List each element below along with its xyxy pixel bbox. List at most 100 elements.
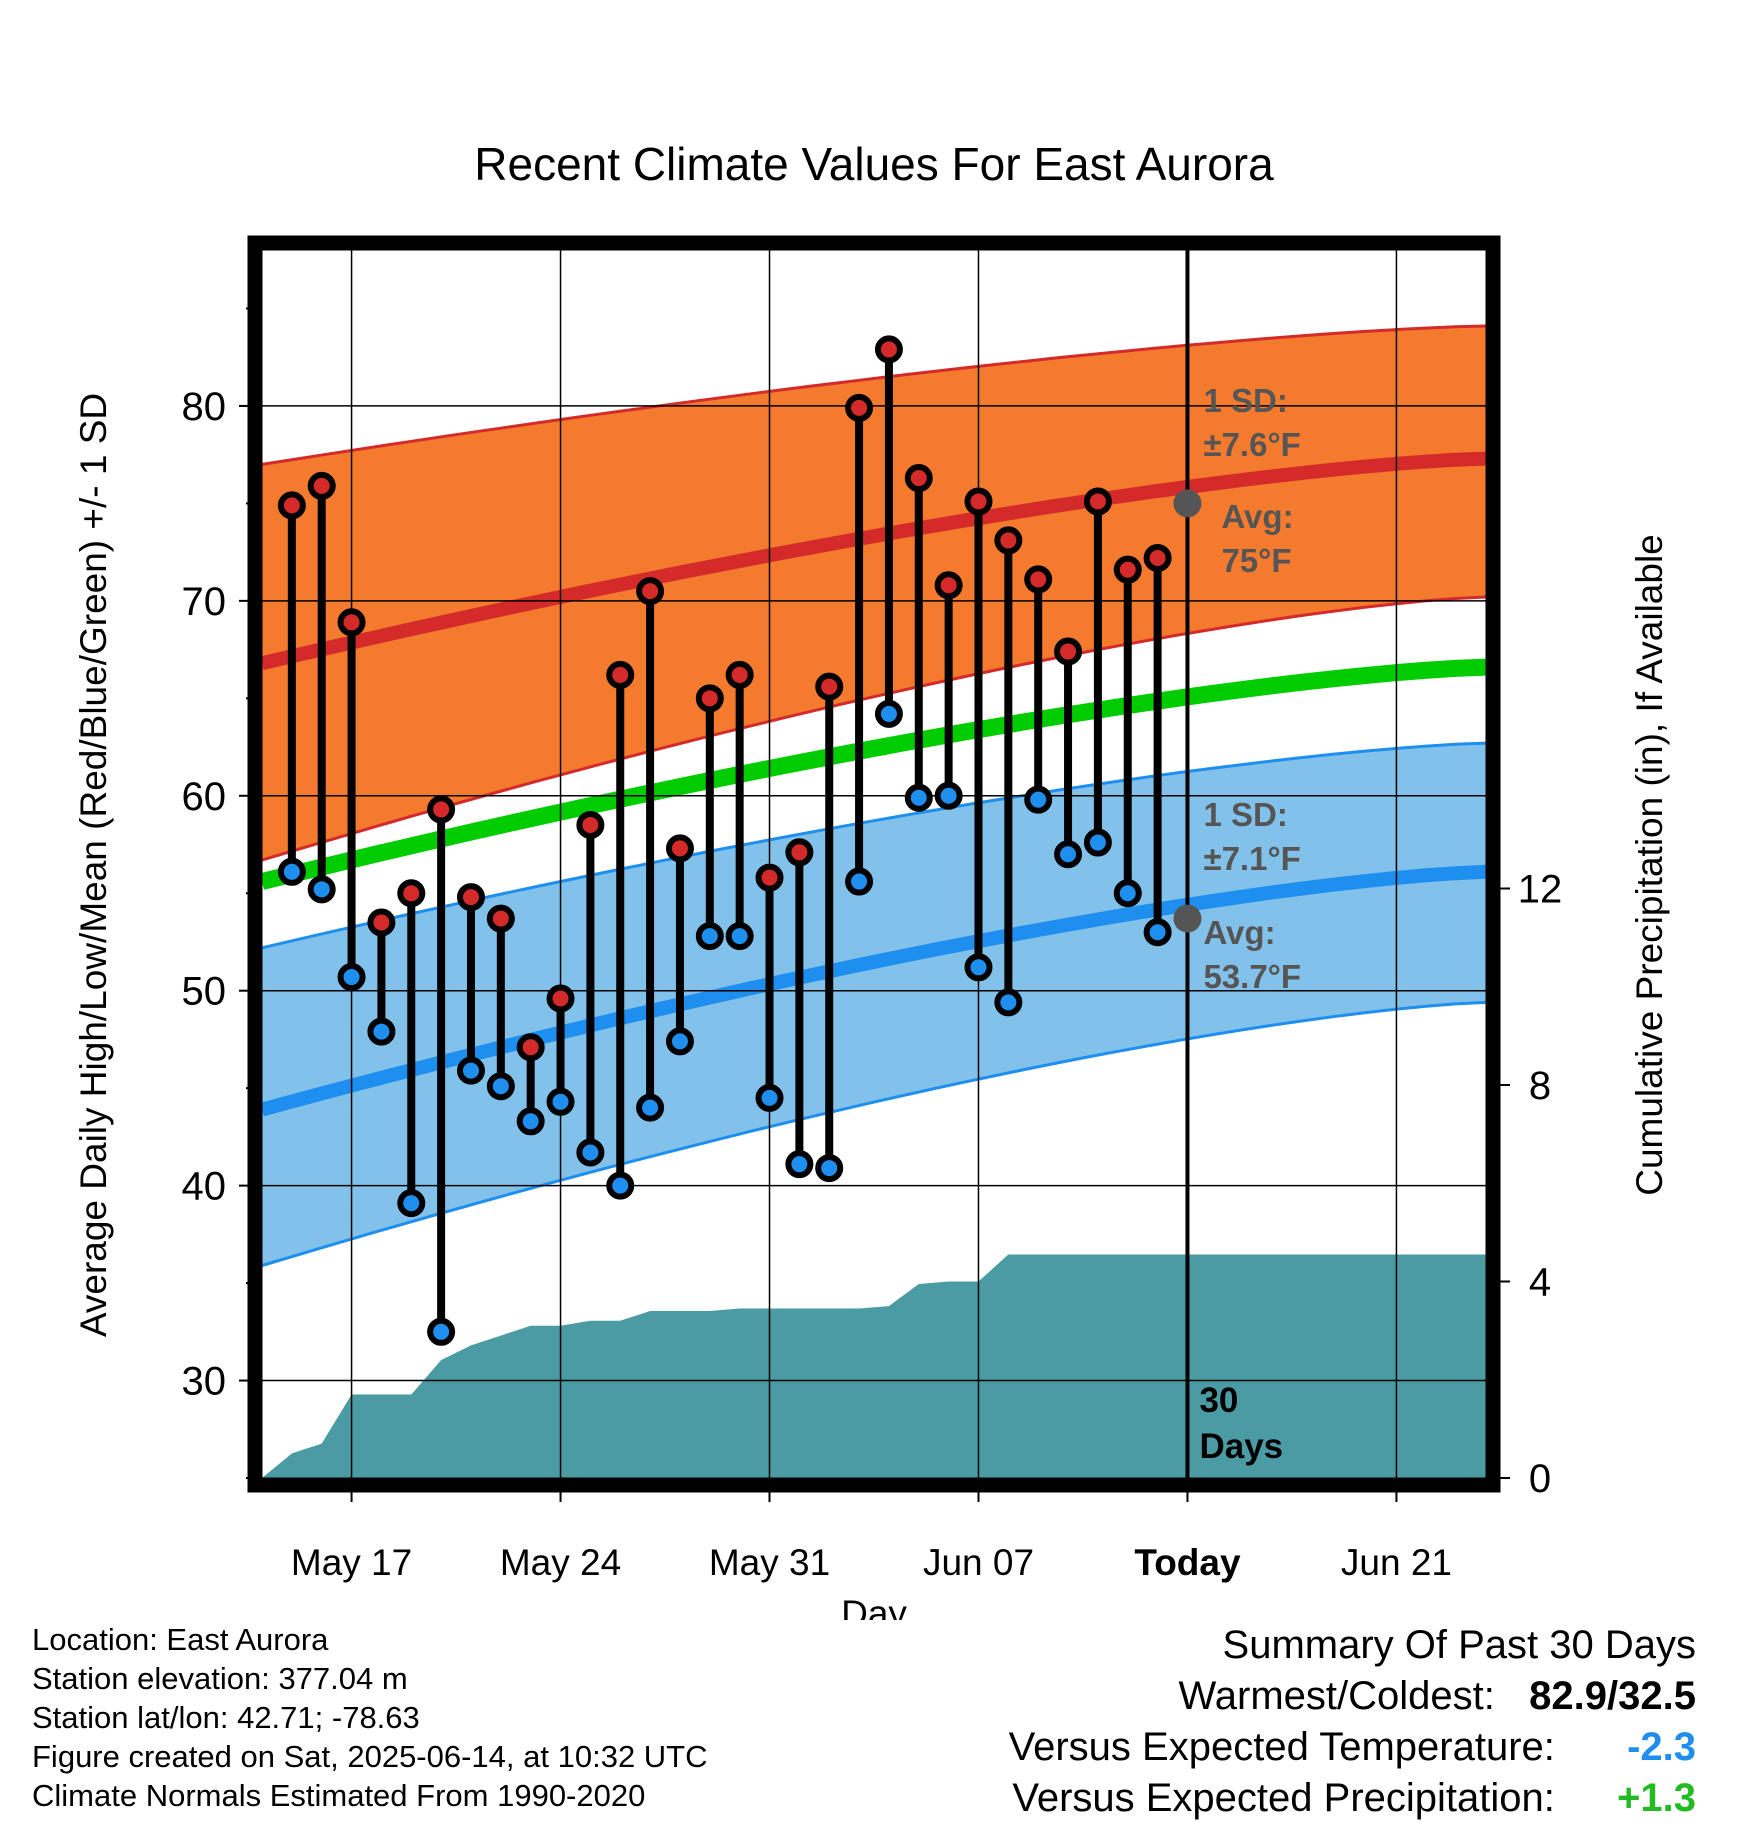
low-lower-line	[261, 1000, 1487, 1267]
y2-tick-label: 8	[1529, 1064, 1551, 1108]
high-marker	[427, 795, 456, 824]
created-text: Figure created on Sat, 2025-06-14, at 10…	[32, 1739, 708, 1774]
low-marker	[994, 988, 1023, 1017]
high-marker	[1083, 487, 1112, 516]
high-marker	[456, 883, 485, 912]
y-tick-label: 30	[182, 1360, 227, 1404]
summary-panel: Summary Of Past 30 Days Warmest/Coldest:…	[1009, 1620, 1696, 1824]
low-marker	[456, 1056, 485, 1085]
high-marker	[874, 335, 903, 364]
high-marker	[486, 904, 515, 933]
y2-axis-label: Cumulative Precipitation (in), If Availa…	[1629, 534, 1670, 1196]
x-tick-label: May 31	[709, 1542, 830, 1583]
y2-tick-label: 4	[1529, 1261, 1551, 1305]
low-marker	[397, 1189, 426, 1218]
low-marker	[427, 1317, 456, 1346]
x-tick-label: Jun 07	[923, 1542, 1034, 1583]
high-marker	[367, 908, 396, 937]
elevation-text: Station elevation: 377.04 m	[32, 1661, 408, 1696]
low-marker	[725, 922, 754, 951]
high-marker	[1143, 543, 1172, 572]
y-tick-label: 80	[182, 385, 227, 429]
chart-title: Recent Climate Values For East Aurora	[474, 138, 1274, 190]
x-tick-label: May 24	[500, 1542, 621, 1583]
temp-value: -2.3	[1627, 1725, 1696, 1769]
low-marker	[904, 783, 933, 812]
high-marker	[695, 684, 724, 713]
high-marker	[964, 487, 993, 516]
high-marker	[397, 879, 426, 908]
precip-area	[262, 1254, 1486, 1478]
low-sd-band	[262, 743, 1486, 1266]
high-marker	[1113, 555, 1142, 584]
low-sd-label: 1 SD:	[1203, 796, 1287, 833]
low-marker	[695, 922, 724, 951]
high-marker	[665, 834, 694, 863]
days-label-text: Days	[1199, 1427, 1283, 1466]
high-lower-line	[261, 595, 1487, 862]
low-marker	[606, 1171, 635, 1200]
summary-title: Summary Of Past 30 Days	[1222, 1623, 1696, 1667]
warm-cold-value: 82.9/32.5	[1529, 1674, 1696, 1718]
high-marker	[337, 608, 366, 637]
low-sd-value: ±7.1°F	[1203, 840, 1300, 877]
high-sd-value: ±7.6°F	[1203, 426, 1300, 463]
plot-area: 1 SD: ±7.6°F Avg: 75°F 1 SD: ±7.1°F Avg: 53.7°F…	[182, 235, 1563, 1583]
low-marker	[636, 1093, 665, 1122]
high-marker	[606, 660, 635, 689]
plot-frame	[247, 235, 1501, 1493]
x-tick-label: Jun 21	[1341, 1542, 1452, 1583]
low-marker	[665, 1027, 694, 1056]
normals-text: Climate Normals Estimated From 1990-2020	[32, 1778, 646, 1813]
high-marker	[845, 393, 874, 422]
low-marker	[964, 953, 993, 982]
latlon-text: Station lat/lon: 42.71; -78.63	[32, 1700, 420, 1735]
low-marker	[874, 699, 903, 728]
y-tick-label: 60	[182, 775, 227, 819]
precip-label: Versus Expected Precipitation:	[1012, 1776, 1555, 1820]
high-sd-band	[262, 326, 1486, 861]
high-marker	[904, 464, 933, 493]
high-marker	[516, 1033, 545, 1062]
low-marker	[277, 857, 306, 886]
warm-cold-label: Warmest/Coldest:	[1178, 1674, 1495, 1718]
location-text: Location: East Aurora	[32, 1622, 329, 1657]
x-tick-label: Today	[1134, 1542, 1241, 1583]
low-marker	[785, 1150, 814, 1179]
low-marker	[934, 781, 963, 810]
days-label-number: 30	[1199, 1381, 1238, 1420]
low-marker	[307, 875, 336, 904]
high-marker	[277, 491, 306, 520]
low-marker	[516, 1107, 545, 1136]
high-marker	[785, 838, 814, 867]
high-marker	[934, 571, 963, 600]
low-marker	[546, 1087, 575, 1116]
low-avg-line	[260, 864, 1487, 1117]
low-marker	[755, 1083, 784, 1112]
climate-chart: Recent Climate Values For East Aurora 1 …	[73, 138, 1670, 1620]
precip-value: +1.3	[1617, 1776, 1696, 1820]
y-tick-label: 50	[182, 970, 227, 1014]
low-marker	[1113, 879, 1142, 908]
warm-cold-row: Warmest/Coldest: 82.9/32.5	[1009, 1671, 1697, 1722]
high-avg-label: Avg:	[1221, 498, 1293, 535]
high-marker	[1024, 565, 1053, 594]
high-avg-value: 75°F	[1221, 542, 1291, 579]
high-avg-line	[260, 451, 1487, 671]
low-marker	[337, 963, 366, 992]
low-marker	[845, 867, 874, 896]
low-marker	[815, 1154, 844, 1183]
low-marker	[1054, 840, 1083, 869]
low-avg-label: Avg:	[1203, 914, 1275, 951]
high-marker	[546, 984, 575, 1013]
high-sd-label: 1 SD:	[1203, 382, 1287, 419]
y2-tick-label: 12	[1518, 868, 1563, 912]
high-marker	[815, 672, 844, 701]
temp-label: Versus Expected Temperature:	[1008, 1725, 1555, 1769]
low-marker	[486, 1072, 515, 1101]
low-marker	[367, 1017, 396, 1046]
high-marker	[994, 526, 1023, 555]
high-upper-line	[261, 324, 1487, 466]
precip-row: Versus Expected Precipitation: +1.3	[1009, 1773, 1696, 1824]
x-tick-label: May 17	[291, 1542, 412, 1583]
